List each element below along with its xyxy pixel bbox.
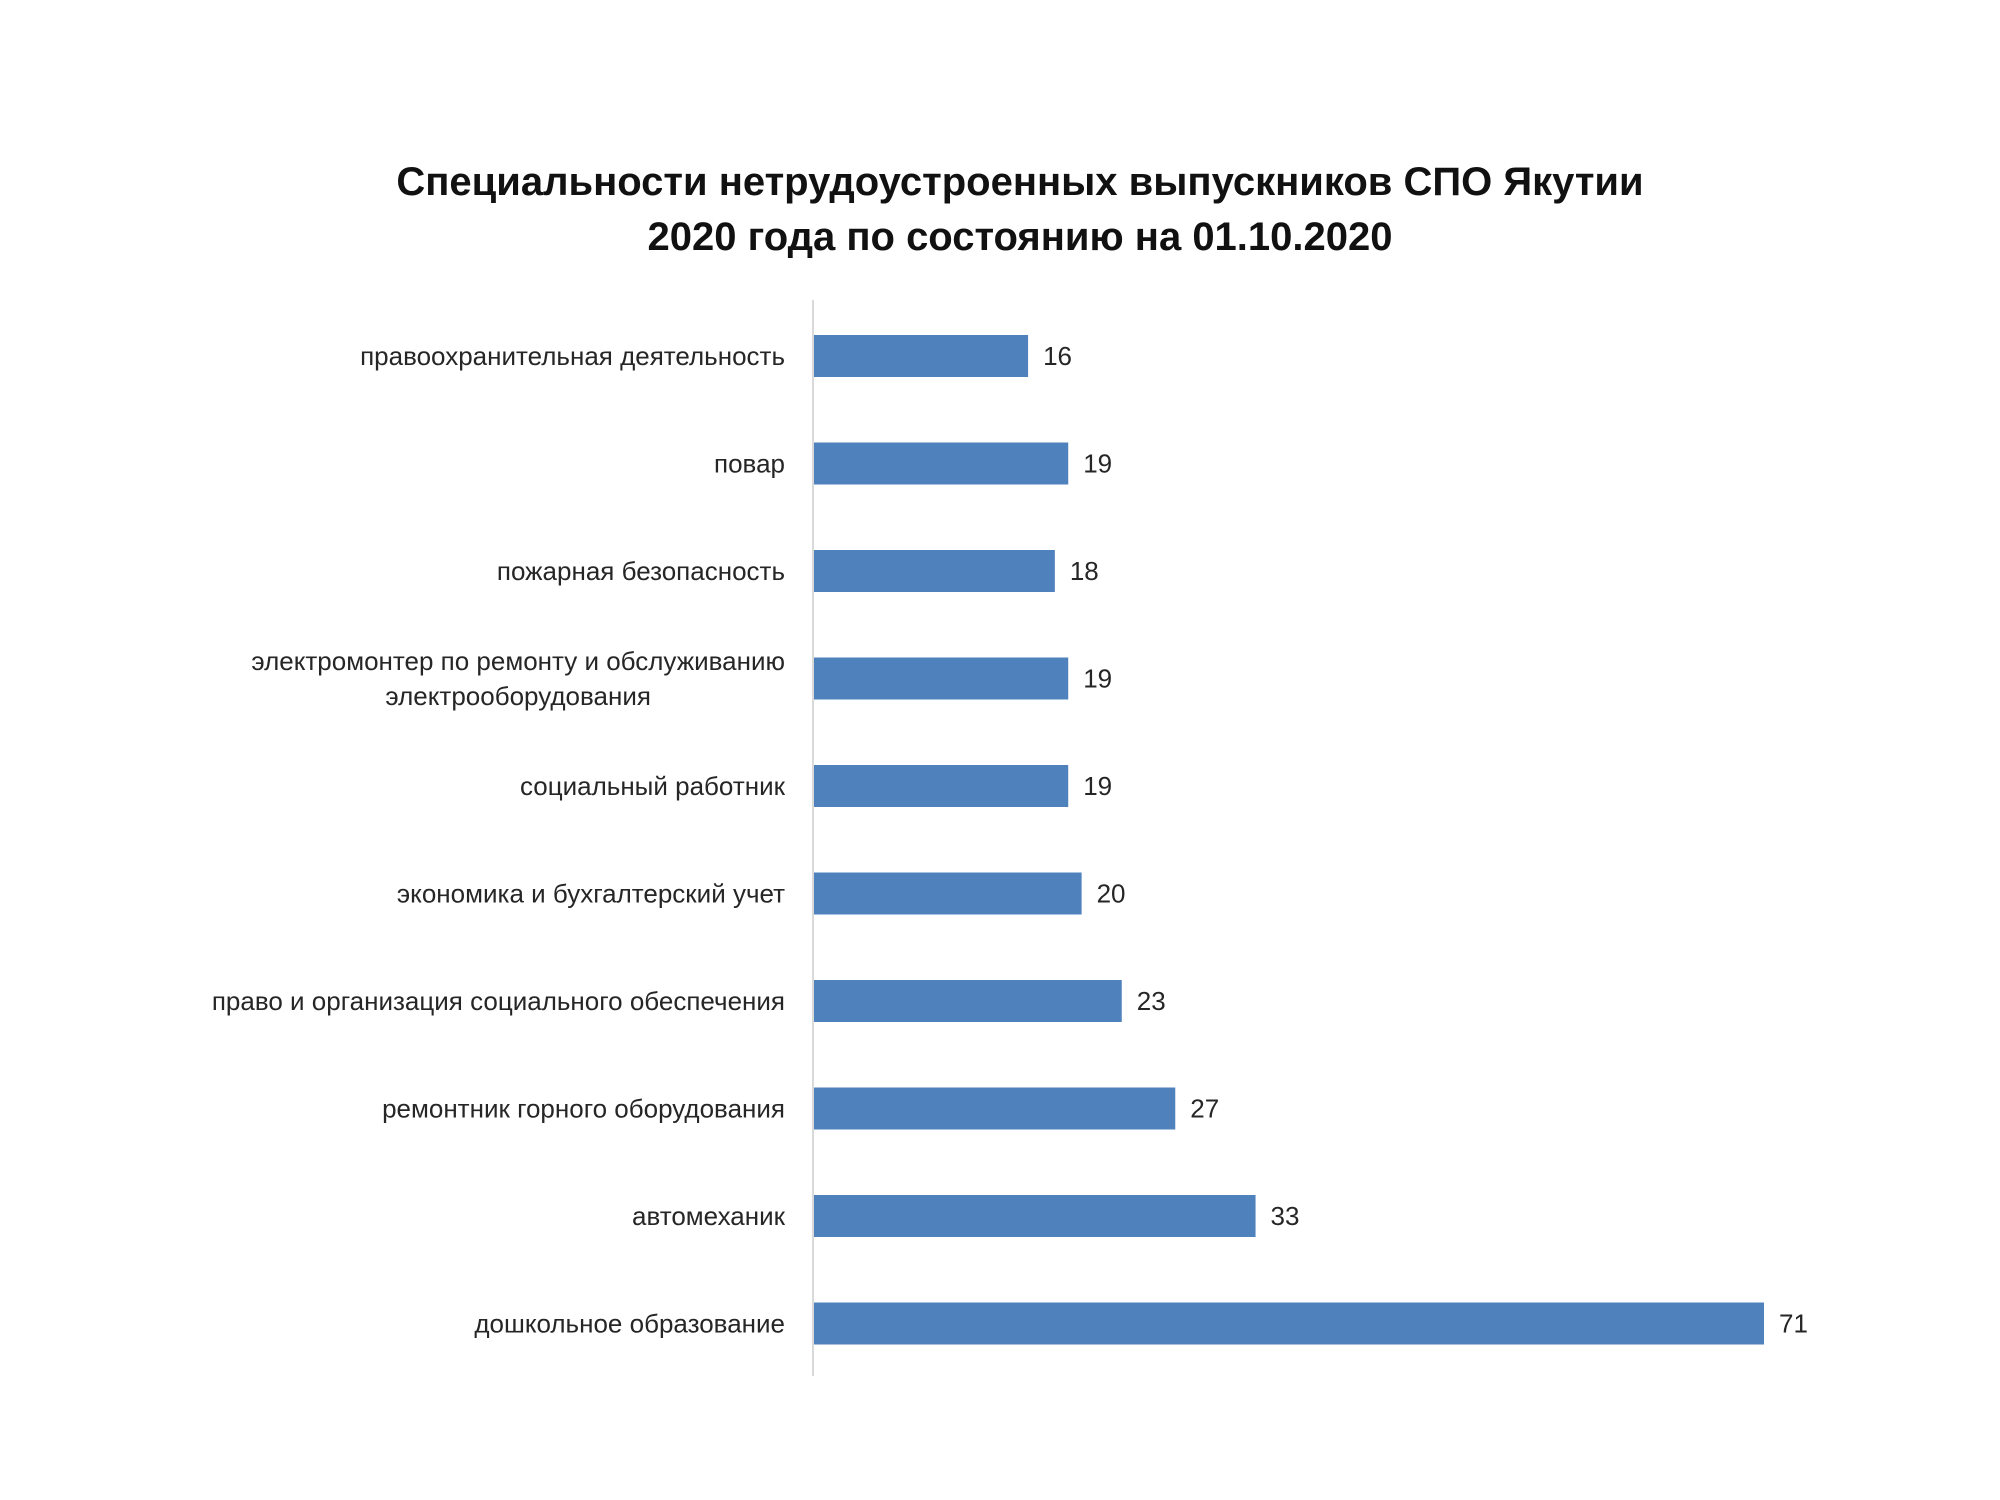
bar-8 xyxy=(814,1087,1176,1130)
bar-9 xyxy=(814,1195,1256,1237)
category-label-9: автомеханик xyxy=(632,1201,786,1231)
bar-5 xyxy=(814,765,1069,807)
bars-layer xyxy=(814,335,1764,1345)
chart-title-line-2: 2020 года по состоянию на 01.10.2020 xyxy=(647,215,1393,259)
chart-title-line-1: Специальности нетрудоустроенных выпускни… xyxy=(396,160,1644,204)
data-label-5: 19 xyxy=(1083,771,1112,801)
bar-2 xyxy=(814,442,1069,485)
category-label-4: электромонтер по ремонту и обслуживанию э… xyxy=(251,646,785,711)
data-label-1: 16 xyxy=(1043,341,1072,371)
category-label-1: правоохранительная деятельность xyxy=(360,341,785,371)
bar-3 xyxy=(814,550,1055,592)
bar-10 xyxy=(814,1302,1764,1345)
data-label-4: 19 xyxy=(1083,664,1112,694)
category-label-7: право и организация социального обеспече… xyxy=(212,986,785,1016)
category-label-3: пожарная безопасность xyxy=(497,556,785,586)
data-label-8: 27 xyxy=(1190,1094,1219,1124)
bar-6 xyxy=(814,872,1082,915)
data-label-3: 18 xyxy=(1070,556,1099,586)
category-label-5: социальный работник xyxy=(520,771,786,801)
data-label-7: 23 xyxy=(1137,986,1166,1016)
category-label-8: ремонтник горного оборудования xyxy=(382,1094,785,1124)
chart-title: Специальности нетрудоустроенных выпускни… xyxy=(0,155,2000,265)
data-label-9: 33 xyxy=(1271,1201,1300,1231)
category-label-10: дошкольное образование xyxy=(474,1309,785,1339)
category-label-4-line-2: электрооборудования xyxy=(385,681,651,711)
data-label-2: 19 xyxy=(1083,449,1112,479)
category-label-2: повар xyxy=(714,449,785,479)
category-label-4-line-1: электромонтер по ремонту и обслуживанию xyxy=(251,646,785,676)
labels-layer: 16 правоохранительная деятельность 19 повар… xyxy=(212,341,1808,1339)
data-label-10: 71 xyxy=(1779,1309,1808,1339)
bar-1 xyxy=(814,335,1029,377)
bar-7 xyxy=(814,980,1122,1022)
category-label-6: экономика и бухгалтерский учет xyxy=(397,879,785,909)
bar-4 xyxy=(814,657,1069,700)
data-label-6: 20 xyxy=(1097,879,1126,909)
